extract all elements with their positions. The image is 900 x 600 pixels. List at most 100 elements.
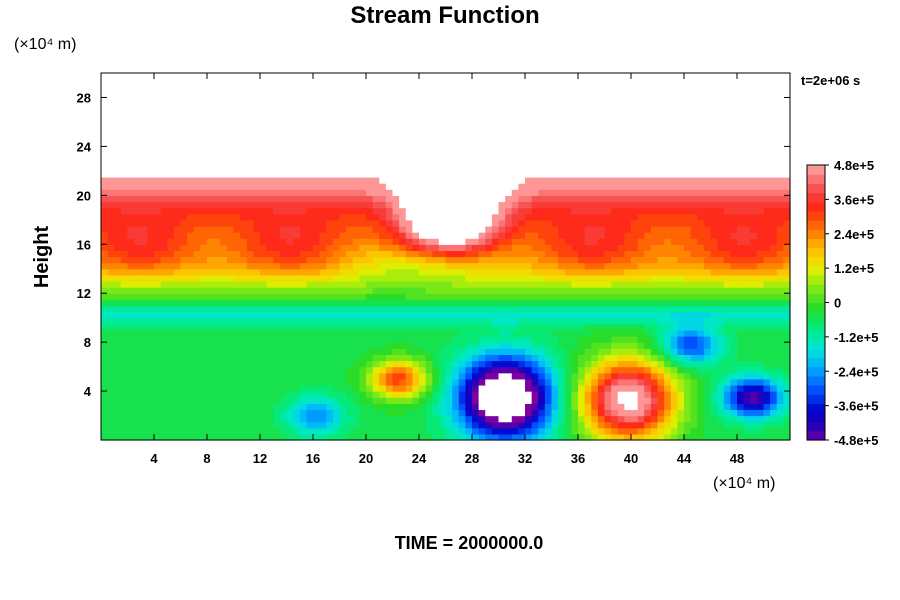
heatmap-cell bbox=[286, 409, 294, 417]
heatmap-cell bbox=[465, 329, 473, 337]
heatmap-cell bbox=[703, 317, 712, 325]
heatmap-cell bbox=[279, 146, 288, 154]
heatmap-cell bbox=[286, 403, 294, 411]
heatmap-cell bbox=[246, 268, 254, 276]
heatmap-cell bbox=[531, 391, 539, 398]
heatmap-cell bbox=[750, 219, 758, 227]
heatmap-cell bbox=[419, 348, 427, 355]
heatmap-cell bbox=[571, 219, 579, 227]
heatmap-cell bbox=[101, 256, 109, 264]
heatmap-cell bbox=[366, 213, 374, 221]
heatmap-cell bbox=[584, 274, 592, 282]
heatmap-cell bbox=[286, 195, 294, 203]
heatmap-cell bbox=[187, 354, 195, 362]
heatmap-cell bbox=[419, 225, 427, 233]
heatmap-cell bbox=[326, 397, 334, 404]
heatmap-cell bbox=[717, 232, 725, 239]
heatmap-cell bbox=[101, 299, 109, 307]
heatmap-cell bbox=[750, 225, 758, 233]
heatmap-cell bbox=[293, 287, 301, 294]
heatmap-cell bbox=[544, 433, 553, 441]
heatmap-cell bbox=[544, 232, 553, 239]
heatmap-cell bbox=[710, 311, 718, 319]
heatmap-cell bbox=[286, 421, 294, 429]
heatmap-cell bbox=[260, 195, 268, 203]
heatmap-cell bbox=[445, 207, 453, 215]
heatmap-cell bbox=[326, 427, 334, 435]
heatmap-cell bbox=[703, 201, 712, 209]
heatmap-cell bbox=[339, 213, 347, 221]
heatmap-cell bbox=[127, 397, 135, 404]
heatmap-cell bbox=[511, 329, 519, 337]
heatmap-cell bbox=[770, 336, 778, 343]
heatmap-cell bbox=[544, 403, 553, 411]
heatmap-cell bbox=[756, 262, 765, 270]
heatmap-cell bbox=[558, 348, 566, 355]
heatmap-cell bbox=[160, 415, 168, 423]
heatmap-cell bbox=[485, 378, 493, 386]
heatmap-cell bbox=[644, 360, 652, 368]
heatmap-cell bbox=[511, 433, 519, 441]
heatmap-cell bbox=[624, 360, 632, 368]
heatmap-cell bbox=[127, 219, 135, 227]
heatmap-cell bbox=[684, 384, 692, 392]
heatmap-cell bbox=[167, 152, 175, 160]
heatmap-cell bbox=[690, 299, 698, 307]
heatmap-cell bbox=[737, 225, 745, 233]
heatmap-cell bbox=[425, 152, 433, 160]
heatmap-cell bbox=[770, 372, 778, 380]
heatmap-cell bbox=[525, 219, 533, 227]
heatmap-cell bbox=[213, 164, 221, 172]
heatmap-cell bbox=[359, 366, 367, 374]
heatmap-cell bbox=[273, 317, 281, 325]
heatmap-cell bbox=[551, 360, 559, 368]
heatmap-cell bbox=[412, 329, 420, 337]
heatmap-cell bbox=[412, 317, 420, 325]
heatmap-cell bbox=[763, 342, 771, 349]
heatmap-cell bbox=[372, 360, 380, 368]
heatmap-cell bbox=[617, 391, 625, 398]
heatmap-cell bbox=[710, 164, 718, 172]
heatmap-cell bbox=[776, 195, 784, 203]
heatmap-cell bbox=[465, 421, 473, 429]
heatmap-cell bbox=[743, 201, 751, 209]
heatmap-cell bbox=[246, 170, 254, 178]
heatmap-cell bbox=[160, 391, 168, 398]
heatmap-cell bbox=[525, 183, 533, 190]
heatmap-cell bbox=[167, 384, 175, 392]
heatmap-cell bbox=[140, 244, 148, 251]
heatmap-cell bbox=[717, 415, 725, 423]
heatmap-cell bbox=[664, 152, 672, 160]
heatmap-cell bbox=[776, 201, 784, 209]
heatmap-cell bbox=[319, 323, 327, 331]
heatmap-cell bbox=[246, 207, 254, 215]
heatmap-cell bbox=[134, 176, 142, 184]
heatmap-cell bbox=[127, 262, 135, 270]
heatmap-cell bbox=[260, 268, 268, 276]
heatmap-cell bbox=[425, 250, 433, 258]
heatmap-cell bbox=[472, 219, 480, 227]
heatmap-cell bbox=[472, 421, 480, 429]
heatmap-cell bbox=[253, 268, 261, 276]
heatmap-cell bbox=[379, 256, 387, 264]
heatmap-cell bbox=[723, 287, 731, 294]
heatmap-cell bbox=[419, 238, 427, 245]
heatmap-cell bbox=[531, 360, 539, 368]
heatmap-cell bbox=[240, 342, 248, 349]
heatmap-cell bbox=[253, 391, 261, 398]
heatmap-cell bbox=[472, 336, 480, 343]
heatmap-cell bbox=[544, 378, 553, 386]
heatmap-cell bbox=[730, 244, 738, 251]
heatmap-cell bbox=[737, 201, 745, 209]
heatmap-cell bbox=[385, 421, 394, 429]
heatmap-cell bbox=[650, 323, 659, 331]
heatmap-cell bbox=[538, 433, 546, 441]
heatmap-cell bbox=[558, 274, 566, 282]
heatmap-cell bbox=[438, 293, 447, 300]
heatmap-cell bbox=[472, 403, 480, 411]
heatmap-cell bbox=[160, 250, 168, 258]
heatmap-cell bbox=[173, 433, 182, 441]
heatmap-cell bbox=[730, 164, 738, 172]
heatmap-cell bbox=[273, 391, 281, 398]
heatmap-cell bbox=[737, 164, 745, 172]
